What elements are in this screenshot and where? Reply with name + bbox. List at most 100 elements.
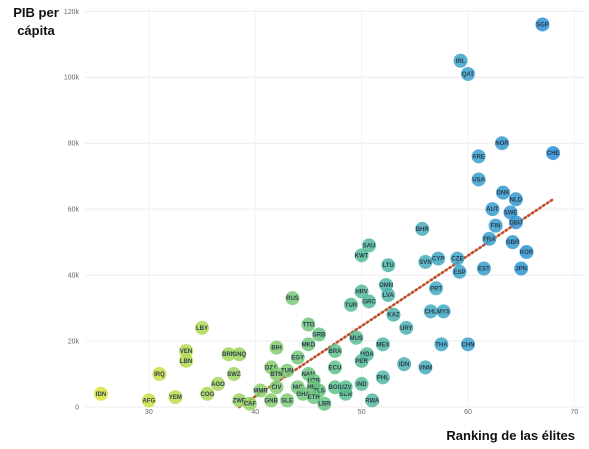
- point-marker: [269, 367, 284, 382]
- point-marker: [354, 376, 369, 391]
- data-point: FRA: [482, 231, 497, 246]
- point-marker: [354, 248, 369, 263]
- data-point: BTN: [269, 367, 284, 382]
- point-label: PHL: [377, 375, 389, 381]
- point-label: IDN: [96, 392, 106, 398]
- data-point: LBN: [179, 353, 194, 368]
- point-marker: [429, 281, 444, 296]
- x-tick-label: 30: [145, 409, 153, 416]
- data-point: NOR: [495, 136, 510, 151]
- data-point: IDN: [397, 357, 412, 372]
- point-label: MUS: [350, 336, 363, 342]
- point-marker: [349, 330, 364, 345]
- point-marker: [343, 297, 358, 312]
- point-label: FIN: [491, 224, 501, 230]
- data-point: ETH: [306, 390, 321, 405]
- point-marker: [452, 264, 467, 279]
- point-label: IDN: [399, 362, 409, 368]
- point-label: UZV: [340, 385, 352, 391]
- point-marker: [280, 363, 295, 378]
- data-point: RUS: [285, 291, 300, 306]
- data-point: HRV: [354, 284, 369, 299]
- point-label: EST: [478, 267, 490, 273]
- point-label: CAF: [244, 402, 257, 408]
- data-point: BRA: [328, 343, 342, 358]
- data-point: DNK: [496, 185, 510, 200]
- data-point: GBR: [505, 235, 520, 250]
- y-tick-label: 80k: [68, 141, 80, 148]
- y-axis-title: PIB per cápita: [6, 4, 66, 40]
- x-tick-label: 40: [251, 409, 259, 416]
- data-point: CZE: [450, 251, 465, 266]
- y-tick-label: 40k: [68, 273, 80, 280]
- point-label: SVN: [419, 260, 431, 266]
- point-label: GNQ: [232, 352, 246, 358]
- point-marker: [546, 146, 561, 161]
- point-label: TUR: [345, 303, 358, 309]
- data-point: LVA: [381, 287, 396, 302]
- point-marker: [508, 192, 523, 207]
- point-marker: [269, 340, 284, 355]
- point-label: LBN: [180, 359, 192, 365]
- point-marker: [269, 380, 284, 395]
- data-point: NLD: [508, 192, 523, 207]
- point-label: ARE: [472, 154, 485, 160]
- point-marker: [242, 396, 257, 411]
- point-label: EGY: [291, 356, 304, 362]
- data-point: GRC: [362, 294, 376, 309]
- data-point: QAT: [460, 66, 475, 81]
- point-marker: [152, 367, 167, 382]
- data-point: CHE: [546, 146, 561, 161]
- point-label: AFG: [142, 398, 155, 404]
- data-point: MEX: [375, 337, 390, 352]
- point-label: NOR: [495, 141, 509, 147]
- point-marker: [535, 17, 550, 32]
- data-point: RWA: [365, 393, 380, 408]
- point-marker: [280, 393, 295, 408]
- y-axis-ticks: 0 20k 40k 60k 80k 100k 120k: [64, 9, 80, 412]
- data-point: ARE: [471, 149, 486, 164]
- point-marker: [418, 360, 433, 375]
- point-marker: [434, 337, 449, 352]
- data-point: YEM: [168, 390, 183, 405]
- point-label: TUN: [281, 369, 293, 375]
- y-axis-title-line2: cápita: [17, 23, 55, 38]
- data-point: GNB: [264, 393, 278, 408]
- point-label: GBR: [506, 240, 520, 246]
- point-marker: [285, 291, 300, 306]
- point-marker: [495, 136, 510, 151]
- data-point: TUN: [280, 363, 295, 378]
- data-point: MUS: [349, 330, 364, 345]
- point-marker: [415, 221, 430, 236]
- data-point: AFG: [141, 393, 156, 408]
- point-label: FRA: [483, 237, 496, 243]
- point-marker: [253, 383, 268, 398]
- point-label: GRC: [362, 299, 376, 305]
- data-point: KWT: [354, 248, 369, 263]
- point-marker: [306, 390, 321, 405]
- data-point: VEN: [179, 343, 194, 358]
- data-point: EGY: [290, 350, 305, 365]
- point-marker: [482, 231, 497, 246]
- point-label: LBR: [318, 402, 331, 408]
- point-marker: [488, 218, 503, 233]
- point-label: PER: [355, 359, 368, 365]
- data-point: AGO: [210, 376, 225, 391]
- data-point: FIN: [488, 218, 503, 233]
- data-point: BIH: [269, 340, 284, 355]
- data-point: MMR: [253, 383, 268, 398]
- point-label: IRQ: [154, 372, 165, 378]
- point-label: RWA: [365, 398, 380, 404]
- x-axis-ticks: 30 40 50 60 70: [145, 409, 578, 416]
- point-label: BHR: [416, 227, 430, 233]
- data-point: IRL: [453, 53, 468, 68]
- point-label: TLS: [313, 389, 324, 395]
- point-label: SAU: [363, 243, 376, 249]
- point-marker: [168, 390, 183, 405]
- point-marker: [179, 343, 194, 358]
- y-tick-label: 120k: [64, 9, 80, 16]
- data-point: CIV: [269, 380, 284, 395]
- point-marker: [301, 317, 316, 332]
- data-point: JPN: [514, 261, 529, 276]
